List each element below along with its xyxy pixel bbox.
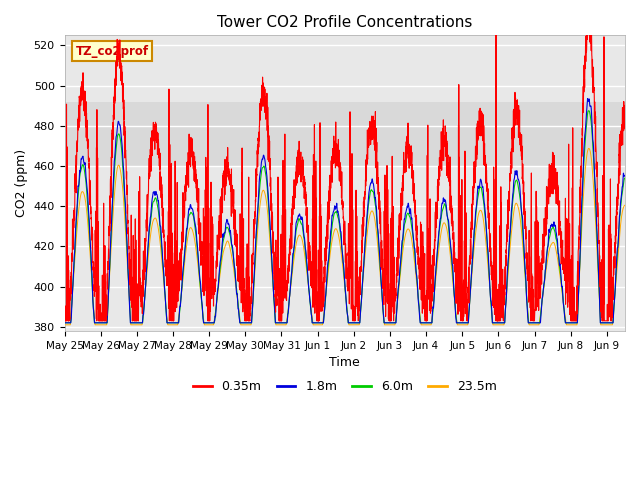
Bar <box>65 102 625 166</box>
Text: TZ_co2prof: TZ_co2prof <box>76 45 149 58</box>
X-axis label: Time: Time <box>330 356 360 369</box>
Title: Tower CO2 Profile Concentrations: Tower CO2 Profile Concentrations <box>217 15 472 30</box>
Y-axis label: CO2 (ppm): CO2 (ppm) <box>15 149 28 217</box>
Legend: 0.35m, 1.8m, 6.0m, 23.5m: 0.35m, 1.8m, 6.0m, 23.5m <box>188 375 502 398</box>
